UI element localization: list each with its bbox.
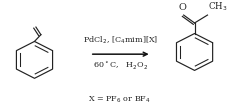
Text: X = PF$_6$ or BF$_4$: X = PF$_6$ or BF$_4$ [88,95,151,105]
Text: PdCl$_2$, [C$_4$mim][X]: PdCl$_2$, [C$_4$mim][X] [83,34,158,46]
Text: O: O [179,3,187,12]
Text: 60$^\circ$C,   H$_2$O$_2$: 60$^\circ$C, H$_2$O$_2$ [93,60,148,72]
Text: CH$_3$: CH$_3$ [208,1,228,13]
